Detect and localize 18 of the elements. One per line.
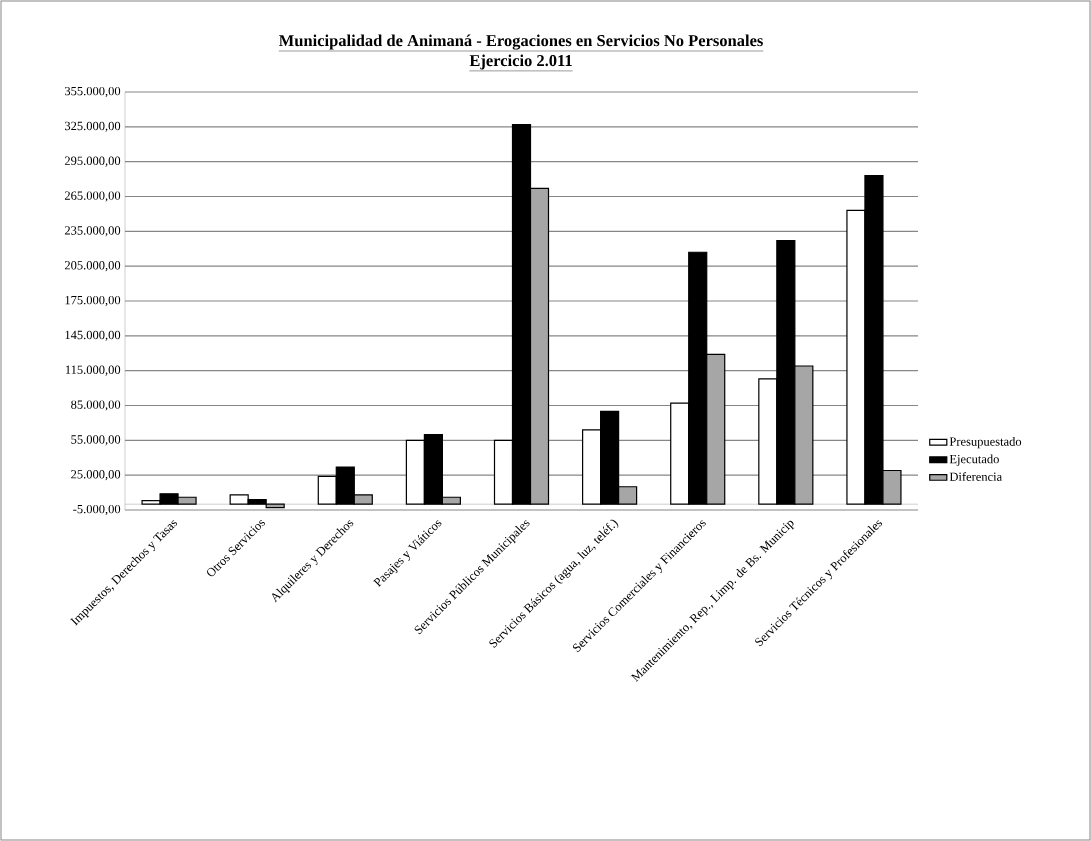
legend-label: Ejecutado xyxy=(949,454,999,466)
y-tick-label: 325.000,00 xyxy=(64,121,121,132)
y-tick-label: 265.000,00 xyxy=(64,191,121,202)
y-tick-label: 25.000,00 xyxy=(71,470,121,481)
y-tick-label: 295.000,00 xyxy=(64,156,121,167)
y-tick-label: -5.000,00 xyxy=(73,504,121,516)
y-tick-label: 205.000,00 xyxy=(64,261,121,272)
legend-label: Diferencia xyxy=(949,472,1002,481)
chart-subtitle: Ejercicio 2.011 xyxy=(469,54,572,70)
y-tick-label: 355.000,00 xyxy=(64,86,121,98)
y-tick-label: 175.000,00 xyxy=(65,295,121,307)
y-tick-label: 145.000,00 xyxy=(65,330,121,341)
y-tick-label: 115.000,00 xyxy=(65,365,121,376)
y-tick-label: 85.000,00 xyxy=(71,400,121,411)
y-tick-label: 55.000,00 xyxy=(71,435,121,446)
legend-label: Presupuestado xyxy=(949,436,1022,449)
chart-title: Municipalidad de Animaná - Erogaciones en Servicios No Personales xyxy=(278,34,763,50)
y-tick-label: 235.000,00 xyxy=(64,226,121,237)
